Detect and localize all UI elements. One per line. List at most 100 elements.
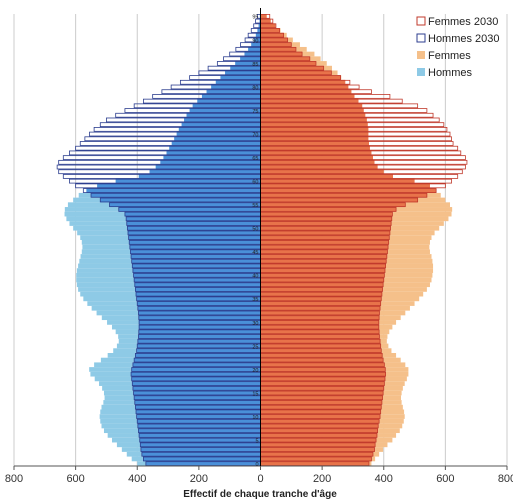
bar-hommes-overlap [171,141,261,146]
bar-hommes-overlap [124,211,261,217]
x-tick-label: 200 [190,473,208,485]
bar-hommes-overlap [137,343,261,349]
bar-hommes-overlap [176,131,261,137]
legend-label: Hommes 2030 [428,33,500,45]
bar-femmes-overlap [260,329,380,335]
bar-femmes-overlap [260,32,284,38]
bar-hommes-overlap [166,150,261,156]
bar-hommes-overlap [137,338,261,344]
bar-hommes-overlap [136,296,261,302]
bar-hommes-overlap [135,353,261,358]
bar-hommes-overlap [138,334,261,339]
bar-femmes-overlap [260,414,381,419]
bar-hommes-overlap [97,183,261,189]
bar-hommes-overlap [137,301,261,306]
bar-hommes-overlap [91,192,261,198]
bar-femmes-overlap [260,103,363,109]
bar-hommes-overlap [206,89,261,95]
bar-femmes-overlap [260,258,387,264]
legend-label: Femmes [428,50,471,62]
bar-hommes-overlap [220,75,261,80]
bar-femmes-overlap [260,75,341,80]
bar-hommes-overlap [127,225,261,231]
bar-femmes-overlap [260,108,364,113]
bar-hommes-overlap [248,46,261,52]
bar-femmes-overlap [260,141,369,146]
bar-femmes-overlap [260,447,375,452]
bar-hommes-overlap [139,433,261,438]
bar-hommes-overlap [197,98,261,104]
age-label: 75 [252,109,258,115]
bar-femmes-overlap [260,225,391,231]
bar-femmes-overlap [260,409,381,415]
bar-femmes-overlap [260,136,369,142]
bar-hommes-overlap [174,136,261,142]
bar-femmes-overlap [260,207,397,212]
legend-swatch-hommes-2030 [416,33,426,43]
bar-femmes-overlap [260,395,383,401]
bar-femmes-overlap [260,65,324,71]
bar-femmes-overlap [260,230,390,236]
bar-hommes-overlap [240,56,261,62]
bar-hommes-overlap [163,155,261,160]
x-tick-label: 600 [436,473,454,485]
legend-item-hommes: Hommes [417,67,473,79]
bar-femmes-overlap [260,305,381,311]
bar-hommes-overlap [211,84,261,90]
bar-femmes-overlap [260,249,388,255]
bar-hommes-overlap [215,79,261,85]
age-label: 80 [252,85,258,91]
bar-hommes-overlap [131,376,261,382]
x-tick-label: 800 [498,473,513,485]
bar-hommes-overlap [137,305,261,311]
bar-hommes-overlap [178,127,261,132]
bars-current [64,14,453,466]
bar-hommes-overlap [131,371,261,377]
bar-hommes-overlap [140,442,261,448]
bar-hommes-overlap [134,282,261,288]
legend-swatch-femmes-2030 [416,16,426,26]
bar-hommes-overlap [138,329,261,335]
bar-femmes-overlap [260,357,384,363]
age-label: 50 [252,227,258,233]
bar-hommes-overlap [86,188,261,193]
bar-hommes-overlap [189,108,261,113]
bar-femmes-overlap [260,89,352,95]
bar-hommes-overlap [129,244,261,250]
bar-femmes-overlap [260,433,377,438]
age-axis-labels: 0 5 10 15 20 25 30 35 40 45 50 55 60 65 70 75 80 85 90 95 [252,15,258,468]
bar-femmes-overlap [260,112,366,118]
bar-hommes-overlap [135,404,261,410]
legend-label: Hommes [428,67,473,79]
bar-femmes-overlap [260,282,384,288]
bar-femmes-overlap [260,315,380,321]
age-label: 55 [252,203,258,209]
bar-hommes-overlap [184,117,261,123]
age-label: 35 [252,297,258,303]
bar-femmes-overlap [260,235,390,240]
bar-hommes-overlap [258,23,261,29]
bar-femmes-overlap [260,244,389,250]
bar-femmes-overlap [260,192,427,198]
bar-femmes-overlap [260,14,267,19]
bar-femmes-overlap [260,423,379,429]
bar-hommes-overlap [201,94,261,99]
bar-femmes-overlap [260,400,382,405]
bar-femmes-overlap [260,70,332,76]
bar-femmes-overlap [260,428,378,434]
bar-femmes-overlap [260,18,271,24]
bar-hommes-overlap [255,32,261,38]
bar-femmes-overlap [260,155,373,160]
bar-femmes-overlap [260,56,310,62]
bar-femmes-overlap [260,94,355,99]
bar-hommes-overlap [128,235,261,240]
x-tick-label: 800 [5,473,23,485]
bar-hommes-overlap [100,197,261,203]
bar-hommes-overlap [138,315,261,321]
x-tick-label: 0 [257,473,263,485]
age-label: 95 [252,15,258,21]
bar-hommes-overlap [132,362,261,368]
bar-hommes-overlap [131,254,261,259]
bar-femmes-overlap [260,362,385,368]
